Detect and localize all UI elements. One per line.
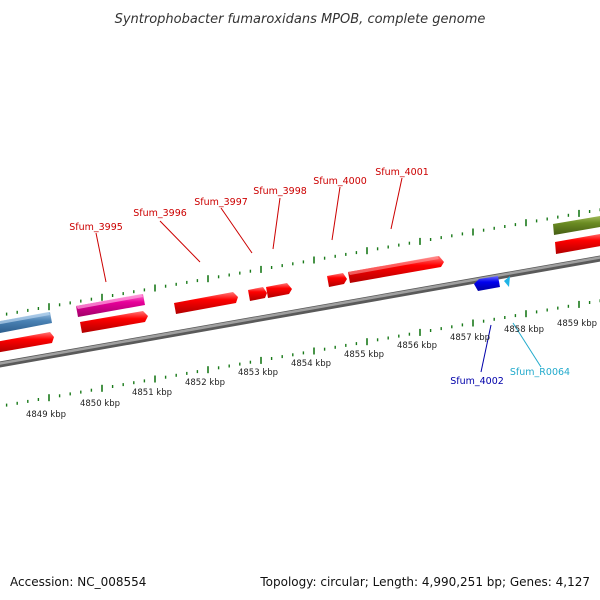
gene-sfum-3998[interactable] xyxy=(266,283,292,298)
gene-sfum-3995[interactable] xyxy=(76,294,145,317)
backbone xyxy=(0,255,600,368)
gene-sfum-3997[interactable] xyxy=(248,287,267,301)
kbp-label-4857: 4857 kbp xyxy=(450,333,490,343)
kbp-labels: 4849 kbp 4850 kbp 4851 kbp 4852 kbp 4853… xyxy=(26,319,597,420)
gene-label-sfum-3997[interactable]: Sfum_3997 xyxy=(194,197,248,208)
feature-red-right[interactable] xyxy=(555,233,600,254)
kbp-label-4850: 4850 kbp xyxy=(80,399,120,409)
kbp-label-4859: 4859 kbp xyxy=(557,319,597,329)
gene-label-sfum-3998[interactable]: Sfum_3998 xyxy=(253,186,307,197)
gene-labels: Sfum_3995 Sfum_3996 Sfum_3997 Sfum_3998 … xyxy=(69,167,570,387)
kbp-label-4856: 4856 kbp xyxy=(397,341,437,351)
genome-title: Syntrophobacter fumaroxidans MPOB, compl… xyxy=(115,12,486,27)
gene-sfum-4001[interactable] xyxy=(348,256,444,283)
gene-label-sfum-4002[interactable]: Sfum_4002 xyxy=(450,376,504,387)
feature-red-left[interactable] xyxy=(0,332,54,353)
gene-leader-lines xyxy=(95,177,542,373)
gene-label-sfum-4001[interactable]: Sfum_4001 xyxy=(375,167,429,178)
gene-unlabeled-red-2[interactable] xyxy=(80,311,148,333)
kbp-label-4855: 4855 kbp xyxy=(344,350,384,360)
gene-label-sfum-r0064[interactable]: Sfum_R0064 xyxy=(510,367,570,378)
gene-sfum-3996[interactable] xyxy=(174,292,238,314)
kbp-label-4852: 4852 kbp xyxy=(185,378,225,388)
gene-sfum-4002[interactable] xyxy=(474,276,500,291)
kbp-label-4849: 4849 kbp xyxy=(26,410,66,420)
gene-label-sfum-3996[interactable]: Sfum_3996 xyxy=(133,208,187,219)
tick-track-outer xyxy=(5,208,600,316)
kbp-label-4858: 4858 kbp xyxy=(504,325,544,335)
gene-sfum-4000[interactable] xyxy=(327,273,347,287)
gene-label-sfum-4000[interactable]: Sfum_4000 xyxy=(313,176,367,187)
genome-summary-text: Topology: circular; Length: 4,990,251 bp… xyxy=(259,575,590,589)
tick-track-inner xyxy=(5,299,600,407)
kbp-label-4854: 4854 kbp xyxy=(291,359,331,369)
feature-blue-left[interactable] xyxy=(0,312,52,334)
gene-sfum-r0064[interactable] xyxy=(504,276,510,287)
kbp-label-4851: 4851 kbp xyxy=(132,388,172,398)
feature-olive-right[interactable] xyxy=(553,215,600,235)
kbp-label-4853: 4853 kbp xyxy=(238,368,278,378)
accession-text: Accession: NC_008554 xyxy=(10,575,146,589)
gene-label-sfum-3995[interactable]: Sfum_3995 xyxy=(69,222,123,233)
